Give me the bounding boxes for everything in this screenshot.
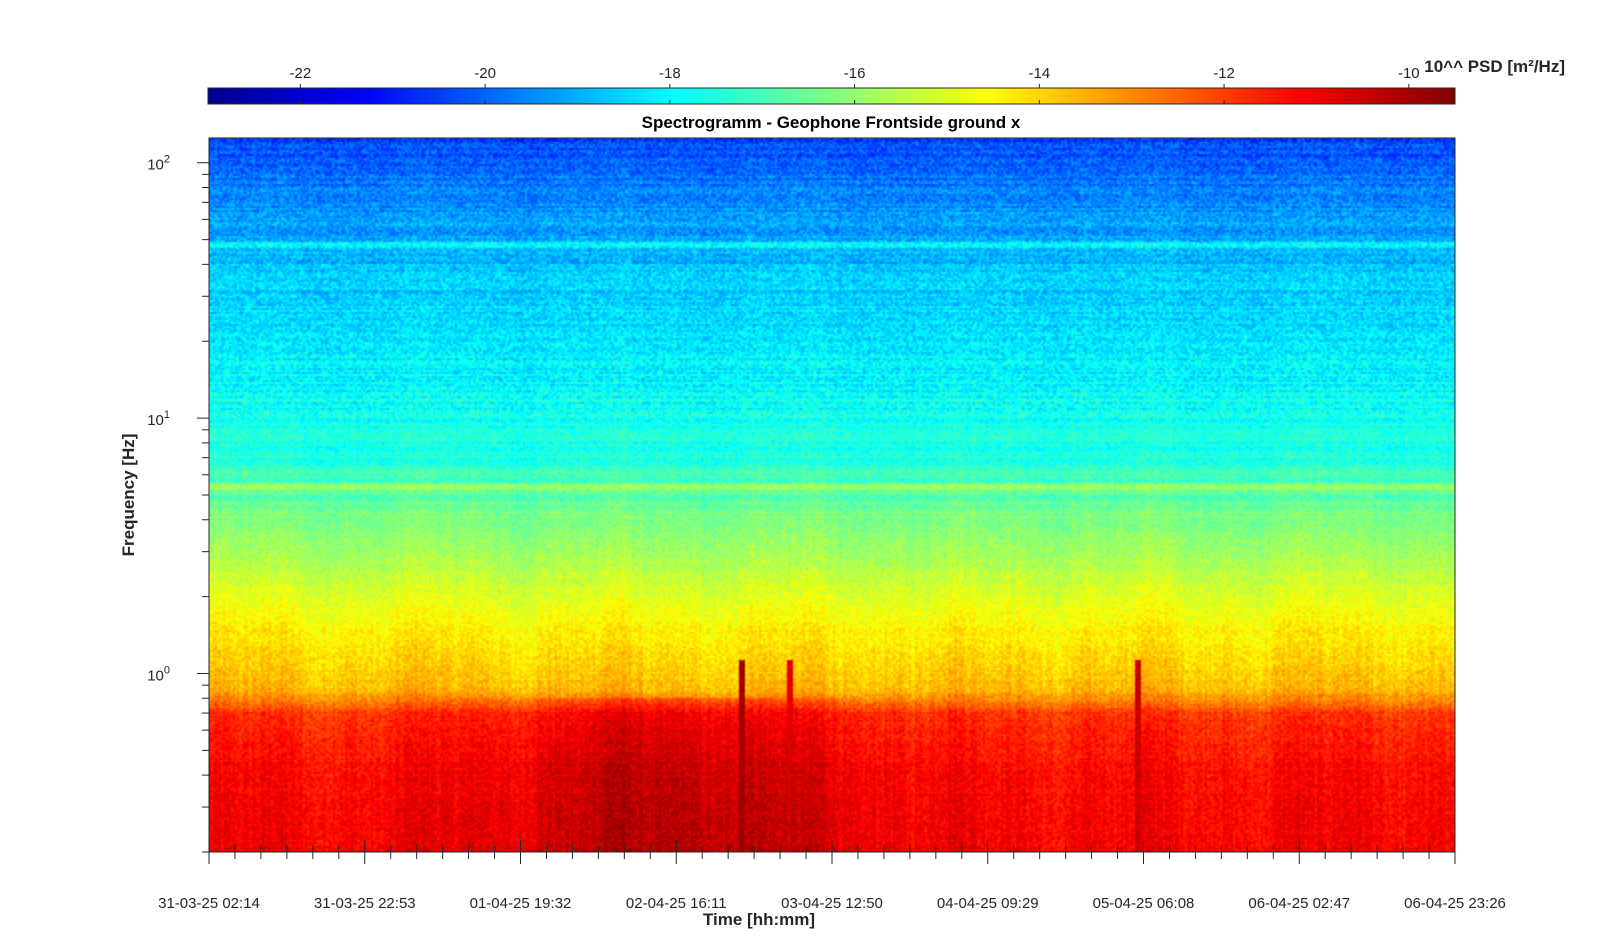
y-axis: 100 101 102: [147, 154, 209, 853]
x-tick-label: 06-04-25 02:47: [1248, 895, 1350, 912]
spectrogram-heatmap: [209, 138, 1455, 852]
colorbar-tick-label: -10: [1398, 65, 1420, 82]
x-tick-label: 05-04-25 06:08: [1093, 895, 1195, 912]
colorbar-tick-label: -22: [290, 65, 312, 82]
y-tick-label: 100: [147, 665, 170, 685]
colorbar-tick-label: -16: [844, 65, 866, 82]
colorbar: -22 -20 -18 -16 -14 -12 -10 10^^ PSD [m²/Hz]: [207, 57, 1565, 105]
x-tick-label: 04-04-25 09:29: [937, 895, 1039, 912]
x-axis: 31-03-25 02:14 31-03-25 22:53 01-04-25 19:…: [158, 840, 1506, 912]
x-tick-label: 31-03-25 22:53: [314, 895, 416, 912]
colorbar-tick-label: -18: [659, 65, 681, 82]
x-tick-label: 02-04-25 16:11: [626, 895, 727, 912]
colorbar-tick-label: -14: [1028, 65, 1050, 82]
colorbar-tick-label: -12: [1213, 65, 1235, 82]
colorbar-ticks: -22 -20 -18 -16 -14 -12 -10: [290, 65, 1420, 104]
colorbar-gradient: [207, 87, 1456, 105]
x-tick-label: 31-03-25 02:14: [158, 895, 260, 912]
x-axis-title: Time [hh:mm]: [703, 910, 815, 929]
plot-area: [208, 137, 1456, 853]
x-tick-label: 01-04-25 19:32: [470, 895, 572, 912]
x-tick-label: 06-04-25 23:26: [1404, 895, 1506, 912]
y-tick-label: 102: [147, 154, 170, 174]
y-axis-title: Frequency [Hz]: [119, 434, 138, 557]
y-tick-label: 101: [147, 409, 170, 429]
plot-title: Spectrogramm - Geophone Frontside ground…: [642, 113, 1021, 132]
colorbar-label: 10^^ PSD [m²/Hz]: [1424, 57, 1565, 76]
colorbar-tick-label: -20: [474, 65, 496, 82]
x-tick-label: 03-04-25 12:50: [781, 895, 883, 912]
